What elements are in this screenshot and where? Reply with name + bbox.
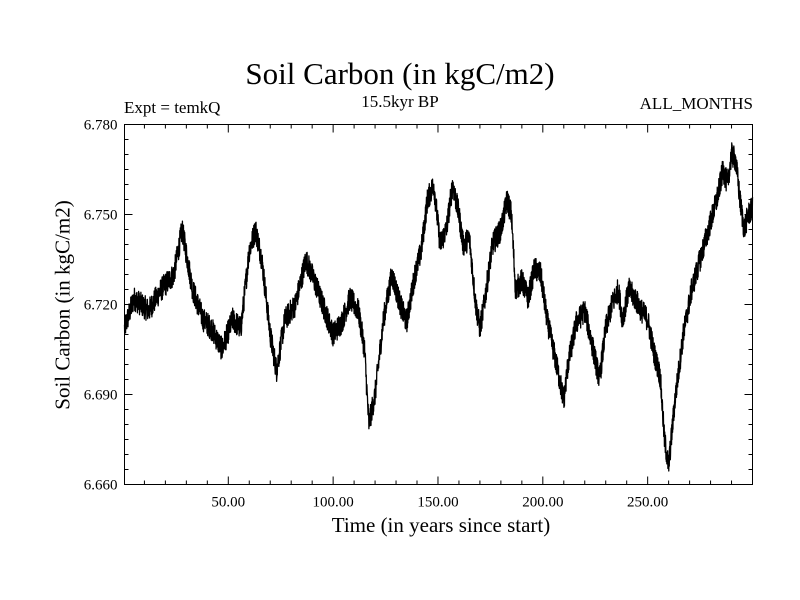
axis-ticks — [124, 124, 753, 485]
x-tick-label: 200.00 — [522, 495, 563, 511]
x-tick-label: 50.00 — [211, 495, 245, 511]
experiment-label: Expt = temkQ — [124, 98, 221, 117]
x-tick-label: 150.00 — [417, 495, 458, 511]
x-axis-label: Time (in years since start) — [331, 513, 551, 537]
chart-subtitle: 15.5kyr BP — [361, 92, 439, 111]
x-tick-label: 250.00 — [627, 495, 668, 511]
y-tick-label: 6.660 — [84, 478, 118, 494]
y-tick-label: 6.750 — [84, 208, 118, 224]
series-line-soil-carbon — [123, 142, 754, 472]
tick-labels: 50.00 100.00 150.00 200.00 250.00 6.660 6.690 6… — [84, 118, 669, 511]
x-tick-label: 100.00 — [313, 495, 354, 511]
y-tick-label: 6.690 — [84, 388, 118, 404]
chart-title: Soil Carbon (in kgC/m2) — [245, 56, 555, 91]
y-tick-label: 6.780 — [84, 118, 118, 134]
period-label: ALL_MONTHS — [639, 94, 753, 113]
y-tick-label: 6.720 — [84, 298, 118, 314]
plot-frame — [124, 124, 753, 485]
